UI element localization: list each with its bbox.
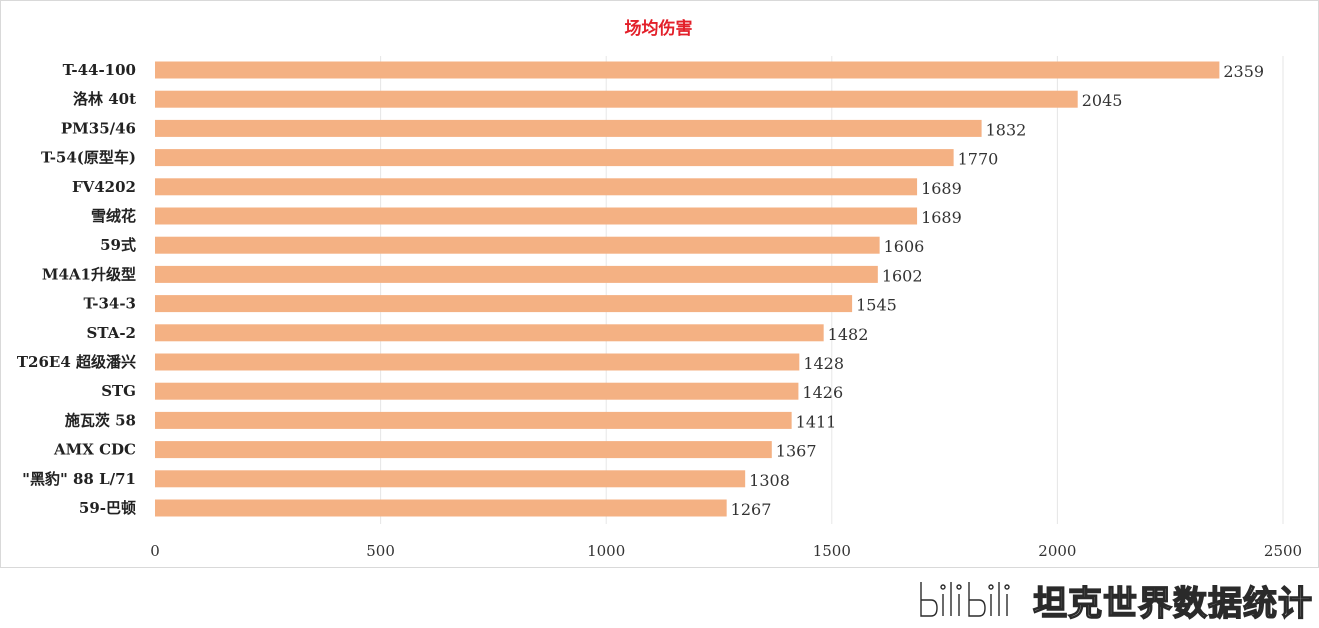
value-label: 2359 [1223,62,1264,81]
category-label: STA-2 [87,324,136,342]
category-label: T-44-100 [63,61,136,79]
chart-title: 场均伤害 [624,19,693,39]
value-label: 1367 [776,442,817,461]
bar [155,61,1220,79]
bar [155,90,1078,108]
value-label: 1308 [749,471,790,490]
x-tick-label: 0 [150,542,160,560]
bar [155,499,727,517]
category-label: 洛林 40t [73,90,136,108]
bar [155,441,772,459]
value-label: 2045 [1082,91,1123,110]
x-tick-label: 1000 [587,542,625,560]
bars [155,61,1220,517]
value-label: 1770 [958,150,999,169]
bar [155,382,799,400]
value-label: 1545 [856,296,897,315]
value-label: 1267 [731,500,772,519]
bar-chart: 0 500 1000 1500 2000 2500 T-44-100 2359 洛林 40t 20… [17,56,1302,560]
x-tick-label: 2000 [1038,542,1076,560]
category-label: T-34-3 [84,295,136,313]
category-label: 59-巴顿 [79,499,136,517]
category-label: "黑豹" 88 L/71 [22,470,136,488]
category-label: 施瓦茨 58 [65,411,136,429]
category-label: 59式 [100,236,136,254]
category-label: STG [101,382,136,400]
category-label: FV4202 [72,178,136,196]
category-label: PM35/46 [61,119,136,137]
category-label: AMX CDC [53,441,136,459]
value-label: 1689 [921,179,962,198]
bilibili-logo-icon [915,578,1023,622]
value-label: 1689 [921,208,962,227]
category-label: M4A1升级型 [42,265,136,283]
value-label: 1482 [828,325,869,344]
x-tick-label: 2500 [1264,542,1302,560]
bar [155,149,954,167]
watermark-text: 坦克世界数据统计 [1032,583,1313,624]
value-label: 1606 [884,237,925,256]
labels: 0 500 1000 1500 2000 2500 T-44-100 2359 洛林 40t 20… [17,61,1302,560]
bar [155,470,746,488]
value-label: 1411 [796,412,837,431]
bar [155,236,880,254]
bar [155,353,800,371]
category-label: T-54(原型车) [41,149,136,167]
bar [155,265,878,283]
x-tick-label: 500 [366,542,395,560]
bar [155,411,792,429]
bar [155,324,824,342]
value-label: 1428 [803,354,844,373]
watermark: 坦克世界数据统计 [915,576,1313,624]
value-label: 1602 [882,266,923,285]
bar [155,178,918,196]
x-tick-label: 1500 [813,542,851,560]
bar [155,119,982,137]
bar [155,295,853,313]
value-label: 1832 [986,120,1027,139]
category-label: 雪绒花 [91,207,136,225]
category-label: T26E4 超级潘兴 [17,353,136,371]
value-label: 1426 [802,383,843,402]
bar [155,207,918,225]
